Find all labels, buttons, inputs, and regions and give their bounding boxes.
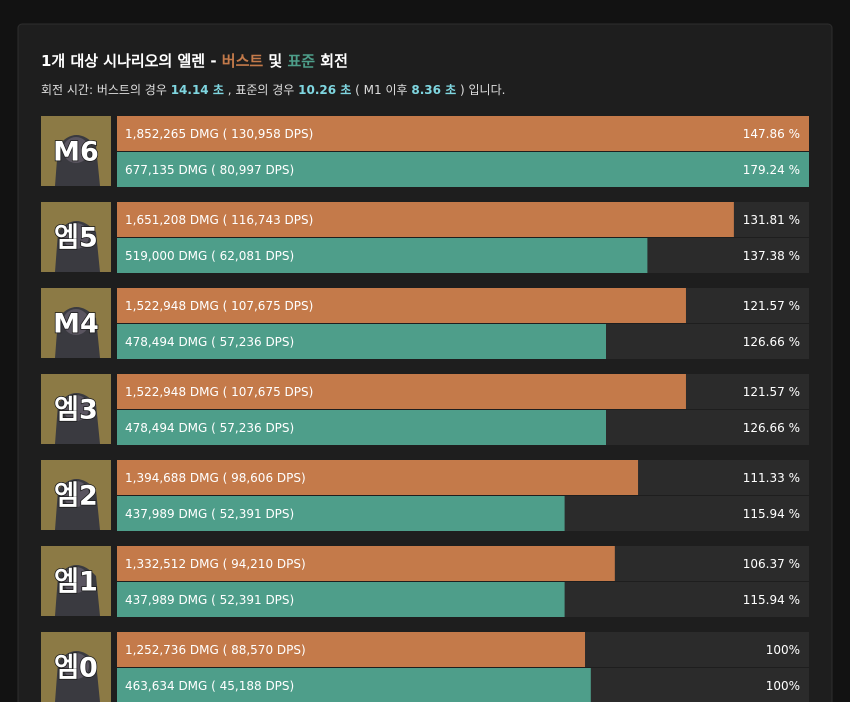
subtitle-part: , 표준의 경우 <box>224 83 298 97</box>
subtitle-part: 10.26 초 <box>298 83 351 97</box>
category-label: M4 <box>53 309 99 340</box>
percent-label: 115.94 % <box>743 507 800 521</box>
percent-label: 121.57 % <box>743 299 800 313</box>
bar <box>117 632 586 667</box>
icon-head <box>63 395 89 421</box>
icon-head <box>63 567 89 593</box>
percent-label: 126.66 % <box>743 421 800 435</box>
percent-label: 106.37 % <box>743 557 800 571</box>
bar <box>117 668 591 702</box>
percent-label: 131.81 % <box>743 213 800 227</box>
subtitle-part: ( M1 이후 <box>351 83 411 97</box>
value-label: 437,989 DMG ( 52,391 DPS) <box>125 593 294 607</box>
percent-label: 100% <box>766 679 800 693</box>
category-label: 엠5 <box>54 223 98 254</box>
value-label: 519,000 DMG ( 62,081 DPS) <box>125 249 294 263</box>
title-part: 및 <box>263 52 287 70</box>
subtitle-part: 14.14 초 <box>171 83 224 97</box>
bar <box>117 374 686 409</box>
category-label: 엠1 <box>54 567 98 598</box>
subtitle-part: 8.36 초 <box>411 83 456 97</box>
subtitle-part: ) 입니다. <box>456 83 505 97</box>
icon-head <box>63 223 89 249</box>
bar <box>117 288 686 323</box>
title-part: 회전 <box>315 52 348 70</box>
chart-title: 1개 대상 시나리오의 엘렌 - 버스트 및 표준 회전 <box>41 52 348 70</box>
bar <box>117 324 606 359</box>
value-label: 1,252,736 DMG ( 88,570 DPS) <box>125 643 306 657</box>
icon-head <box>63 653 89 679</box>
bar <box>117 202 734 237</box>
value-label: 463,634 DMG ( 45,188 DPS) <box>125 679 294 693</box>
card <box>17 23 833 702</box>
bar <box>117 460 639 495</box>
percent-label: 147.86 % <box>743 127 800 141</box>
bar <box>117 410 606 445</box>
value-label: 1,522,948 DMG ( 107,675 DPS) <box>125 385 313 399</box>
title-part: 버스트 <box>222 52 264 70</box>
value-label: 437,989 DMG ( 52,391 DPS) <box>125 507 294 521</box>
percent-label: 100% <box>766 643 800 657</box>
title-part: 표준 <box>287 52 315 70</box>
value-label: 677,135 DMG ( 80,997 DPS) <box>125 163 294 177</box>
value-label: 1,522,948 DMG ( 107,675 DPS) <box>125 299 313 313</box>
icon-head <box>63 137 89 163</box>
icon-head <box>63 481 89 507</box>
percent-label: 126.66 % <box>743 335 800 349</box>
percent-label: 179.24 % <box>743 163 800 177</box>
category-label: 엠0 <box>54 653 98 684</box>
category-label: 엠2 <box>54 481 98 512</box>
title-part: 1개 대상 시나리오의 엘렌 - <box>41 52 222 70</box>
chart-subtitle: 회전 시간: 버스트의 경우 14.14 초 , 표준의 경우 10.26 초 … <box>41 83 505 97</box>
bar <box>117 582 565 617</box>
value-label: 1,852,265 DMG ( 130,958 DPS) <box>125 127 313 141</box>
bar <box>117 238 648 273</box>
percent-label: 111.33 % <box>743 471 800 485</box>
bar <box>117 546 615 581</box>
category-label: 엠3 <box>54 395 98 426</box>
value-label: 1,332,512 DMG ( 94,210 DPS) <box>125 557 306 571</box>
value-label: 478,494 DMG ( 57,236 DPS) <box>125 335 294 349</box>
category-label: M6 <box>53 137 99 168</box>
percent-label: 137.38 % <box>743 249 800 263</box>
bar <box>117 116 809 151</box>
value-label: 1,651,208 DMG ( 116,743 DPS) <box>125 213 313 227</box>
value-label: 478,494 DMG ( 57,236 DPS) <box>125 421 294 435</box>
percent-label: 121.57 % <box>743 385 800 399</box>
icon-head <box>63 309 89 335</box>
bar <box>117 496 565 531</box>
percent-label: 115.94 % <box>743 593 800 607</box>
value-label: 1,394,688 DMG ( 98,606 DPS) <box>125 471 306 485</box>
subtitle-part: 회전 시간: 버스트의 경우 <box>41 83 171 97</box>
bar <box>117 152 809 187</box>
